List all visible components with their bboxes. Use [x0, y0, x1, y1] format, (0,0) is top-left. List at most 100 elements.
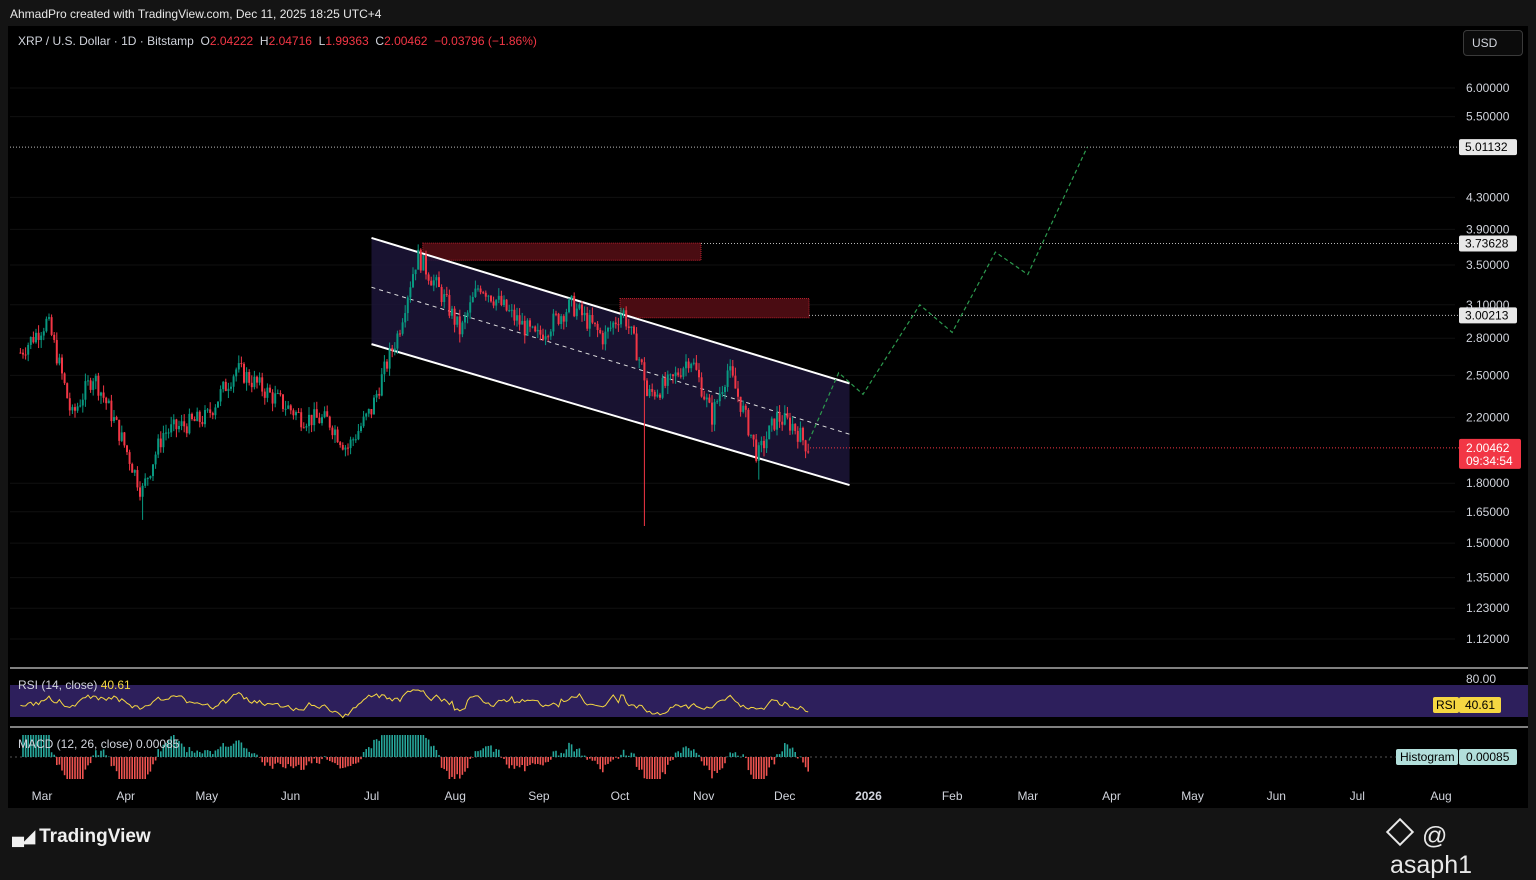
macd-histogram-bar	[438, 755, 440, 757]
candle-body	[606, 327, 609, 332]
candle-body	[708, 397, 711, 403]
macd-histogram-bar	[698, 754, 700, 757]
currency-button[interactable]: USD	[1463, 30, 1523, 56]
symbol-name[interactable]: XRP / U.S. Dollar · 1D · Bitstamp	[18, 34, 194, 48]
macd-histogram-bar	[581, 755, 583, 757]
macd-histogram-bar	[263, 757, 266, 766]
candle-body	[263, 391, 266, 398]
price-grid	[10, 87, 1455, 640]
time-tick-label: Aug	[1430, 789, 1451, 803]
time-axis: Mar Apr May Jun Jul Aug Sep Oct Nov Dec 2026 Feb Mar…	[32, 789, 1452, 803]
candle-body	[391, 348, 394, 351]
candle-body	[196, 411, 199, 422]
macd-histogram-bar	[237, 740, 240, 757]
candle-body	[146, 477, 149, 479]
macd-histogram-bar	[388, 735, 391, 757]
histogram-badge-label: Histogram	[1400, 750, 1455, 764]
candle-body	[388, 348, 391, 369]
macd-histogram-bar	[334, 757, 336, 764]
macd-histogram-bar	[396, 735, 399, 757]
macd-histogram-bar	[222, 743, 224, 757]
candle-body	[567, 299, 570, 313]
candle-body	[599, 330, 602, 333]
candle-body	[541, 334, 544, 340]
low-value: 1.99363	[325, 34, 369, 48]
macd-histogram-bar	[768, 757, 770, 768]
macd-label[interactable]: MACD (12, 26, close)	[18, 737, 133, 751]
macd-histogram-bar	[731, 753, 734, 757]
candle-body	[627, 326, 630, 328]
macd-histogram-bar	[172, 735, 175, 757]
macd-histogram-bar	[412, 735, 414, 757]
open-label: O	[200, 34, 210, 48]
candle-body	[484, 292, 487, 297]
candle-body	[328, 416, 331, 428]
candle-body	[648, 388, 651, 396]
macd-histogram-bar	[789, 748, 791, 757]
candle-body	[73, 407, 76, 411]
candle-body	[84, 381, 87, 400]
macd-histogram-bar	[539, 757, 542, 765]
candle-body	[172, 419, 175, 425]
macd-histogram-bar	[776, 754, 778, 757]
tradingview-logo[interactable]: ▄◢ TradingView	[12, 826, 151, 848]
high-value: 2.04716	[268, 34, 312, 48]
candle-body	[198, 411, 201, 422]
time-tick-label: Mar	[32, 789, 53, 803]
macd-histogram-bar	[162, 744, 165, 757]
candle-body	[471, 296, 474, 303]
macd-histogram-bar	[643, 757, 646, 779]
candle-body	[162, 433, 165, 448]
candle-body	[170, 424, 173, 433]
macd-histogram-bar	[310, 757, 313, 764]
candle-body	[424, 255, 427, 275]
candle-body	[721, 392, 724, 395]
macd-histogram-bar	[682, 747, 685, 757]
time-tick-label: Jun	[281, 789, 300, 803]
candle-body	[492, 301, 495, 306]
candle-body	[42, 331, 45, 336]
candle-body	[638, 359, 641, 361]
candle-body	[112, 417, 115, 422]
macd-histogram-bar	[422, 735, 425, 757]
candle-body	[747, 409, 750, 436]
macd-histogram-bar	[383, 735, 386, 757]
candle-body	[742, 405, 745, 412]
macd-histogram-bar	[461, 757, 464, 775]
candle-body	[302, 427, 305, 429]
time-tick-label: Apr	[1102, 789, 1121, 803]
time-tick-label: Mar	[1017, 789, 1038, 803]
candle-body	[463, 316, 466, 323]
macd-histogram-bar	[271, 757, 274, 769]
candle-body	[762, 440, 765, 449]
rsi-label[interactable]: RSI (14, close)	[18, 678, 98, 692]
macd-histogram-bar	[482, 748, 484, 757]
candle-body	[107, 400, 110, 404]
macd-histogram-bar	[734, 752, 737, 757]
candle-body	[703, 396, 706, 400]
macd-histogram-bar	[607, 757, 609, 764]
candle-body	[242, 363, 245, 383]
candle-body	[435, 277, 438, 281]
footer-bar	[0, 808, 1536, 865]
macd-histogram-bar	[565, 749, 568, 757]
macd-histogram-bar	[505, 757, 508, 765]
candle-body	[635, 333, 638, 361]
candle-body	[502, 299, 505, 306]
macd-histogram-bar	[27, 735, 29, 757]
macd-histogram-bar	[757, 757, 760, 779]
macd-histogram-bar	[752, 757, 755, 779]
macd-histogram-bar	[783, 743, 786, 757]
price-tick-label: 5.50000	[1466, 110, 1510, 124]
macd-histogram-bar	[141, 757, 144, 779]
macd-histogram-bar	[61, 757, 63, 771]
macd-histogram-bar	[547, 757, 549, 762]
macd-histogram-bar	[22, 735, 24, 757]
candle-body	[406, 297, 409, 314]
macd-histogram-bar	[474, 751, 477, 757]
macd-histogram-bar	[594, 757, 596, 761]
macd-histogram-bar	[807, 757, 809, 772]
candle-body	[34, 332, 37, 343]
channel-upper-line	[371, 236, 850, 385]
